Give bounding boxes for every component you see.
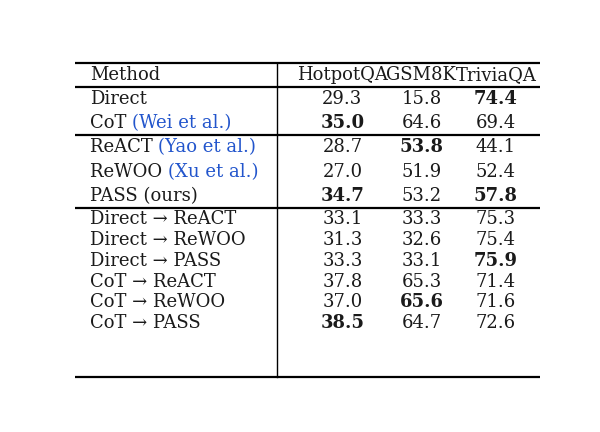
Text: 75.3: 75.3 — [476, 210, 516, 228]
Text: 75.4: 75.4 — [476, 231, 516, 248]
Text: (Wei et al.): (Wei et al.) — [132, 114, 232, 132]
Text: 31.3: 31.3 — [322, 231, 362, 248]
Text: 33.3: 33.3 — [322, 251, 362, 270]
Text: HotpotQA: HotpotQA — [297, 66, 388, 84]
Text: 33.1: 33.1 — [322, 210, 362, 228]
Text: GSM8K: GSM8K — [386, 66, 457, 84]
Text: (Xu et al.): (Xu et al.) — [168, 163, 258, 181]
Text: 38.5: 38.5 — [320, 314, 364, 333]
Text: Direct → ReACT: Direct → ReACT — [90, 210, 236, 228]
Text: Method: Method — [90, 66, 160, 84]
Text: 32.6: 32.6 — [401, 231, 442, 248]
Text: 15.8: 15.8 — [401, 90, 442, 108]
Text: ReWOO: ReWOO — [90, 163, 168, 181]
Text: Direct → ReWOO: Direct → ReWOO — [90, 231, 245, 248]
Text: CoT → ReACT: CoT → ReACT — [90, 273, 215, 291]
Text: TriviaQA: TriviaQA — [455, 66, 536, 84]
Text: 65.6: 65.6 — [400, 293, 443, 311]
Text: 28.7: 28.7 — [322, 139, 362, 156]
Text: Direct → PASS: Direct → PASS — [90, 251, 221, 270]
Text: 53.2: 53.2 — [401, 187, 442, 205]
Text: ReACT: ReACT — [90, 139, 158, 156]
Text: 53.8: 53.8 — [400, 139, 443, 156]
Text: 37.8: 37.8 — [322, 273, 362, 291]
Text: 65.3: 65.3 — [401, 273, 442, 291]
Text: (Yao et al.): (Yao et al.) — [158, 139, 256, 156]
Text: 35.0: 35.0 — [320, 114, 364, 132]
Text: CoT → PASS: CoT → PASS — [90, 314, 200, 333]
Text: 27.0: 27.0 — [322, 163, 362, 181]
Text: 64.6: 64.6 — [401, 114, 442, 132]
Text: 75.9: 75.9 — [474, 251, 518, 270]
Text: 44.1: 44.1 — [476, 139, 516, 156]
Text: 37.0: 37.0 — [322, 293, 362, 311]
Text: 72.6: 72.6 — [476, 314, 516, 333]
Text: 52.4: 52.4 — [476, 163, 516, 181]
Text: 71.6: 71.6 — [476, 293, 516, 311]
Text: CoT: CoT — [90, 114, 132, 132]
Text: 29.3: 29.3 — [322, 90, 362, 108]
Text: Direct: Direct — [90, 90, 147, 108]
Text: 57.8: 57.8 — [474, 187, 518, 205]
Text: CoT → ReWOO: CoT → ReWOO — [90, 293, 225, 311]
Text: PASS (ours): PASS (ours) — [90, 187, 197, 205]
Text: 33.1: 33.1 — [401, 251, 442, 270]
Text: 33.3: 33.3 — [401, 210, 442, 228]
Text: 51.9: 51.9 — [401, 163, 442, 181]
Text: 74.4: 74.4 — [474, 90, 518, 108]
Text: 71.4: 71.4 — [476, 273, 516, 291]
Text: 69.4: 69.4 — [476, 114, 516, 132]
Text: 34.7: 34.7 — [320, 187, 364, 205]
Text: 64.7: 64.7 — [401, 314, 442, 333]
